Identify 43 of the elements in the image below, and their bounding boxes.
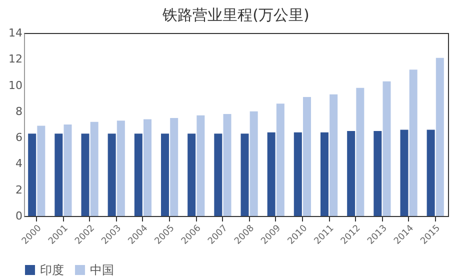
y-tick-label: 14: [8, 26, 22, 40]
legend-label: 印度: [40, 263, 64, 277]
bar: [374, 131, 382, 216]
bar: [409, 70, 418, 216]
bar: [54, 134, 63, 216]
bar: [134, 134, 142, 216]
y-tick-label: 12: [8, 52, 22, 66]
y-tick-label: 10: [8, 78, 22, 92]
bar: [196, 115, 205, 216]
bar: [90, 122, 98, 216]
bar: [400, 130, 408, 216]
y-tick-label: 0: [16, 210, 22, 222]
bar: [382, 81, 391, 216]
bar: [144, 119, 152, 216]
y-tick-label: 6: [16, 131, 22, 144]
bar: [116, 120, 125, 216]
bar: [37, 126, 46, 216]
bar: [426, 130, 435, 216]
bar: [160, 134, 169, 216]
bar: [64, 124, 72, 216]
y-tick-label: 8: [16, 104, 22, 118]
bar: [223, 114, 232, 216]
bar: [330, 94, 338, 216]
bar: [81, 134, 90, 216]
bar: [347, 131, 356, 216]
bar: [108, 134, 116, 216]
bar: [303, 97, 312, 216]
chart-title: 铁路营业里程(万公里): [162, 6, 310, 24]
legend-label: 中国: [90, 263, 114, 277]
bar: [214, 134, 222, 216]
bar: [294, 132, 302, 216]
bar: [267, 132, 276, 216]
y-tick-label: 4: [16, 157, 22, 170]
bar: [28, 134, 36, 216]
bar: [320, 132, 328, 216]
bar: [250, 111, 258, 216]
bar: [188, 134, 196, 216]
bar: [276, 104, 284, 216]
bar: [240, 134, 249, 216]
bar: [170, 118, 178, 216]
y-tick-label: 2: [16, 183, 22, 196]
bar: [356, 88, 364, 216]
bar: [436, 58, 444, 216]
